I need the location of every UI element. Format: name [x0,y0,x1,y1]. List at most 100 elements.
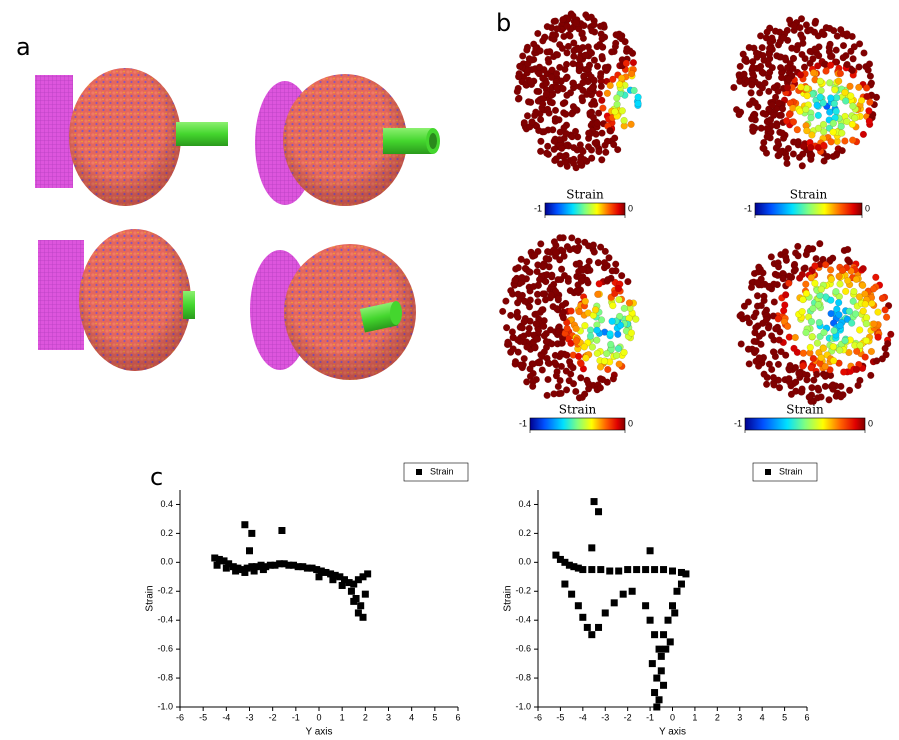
particle [566,32,574,40]
scatter-point [588,566,596,574]
scatter-point [666,638,674,646]
scatter-point [359,613,367,621]
particle [858,96,866,105]
particle [630,86,638,95]
x-tick-label: -4 [222,712,230,722]
particle [757,340,765,348]
particle [537,240,545,248]
y-tick-label: 0.0 [518,557,531,567]
particle [774,263,783,271]
scatter-point [655,696,663,704]
particle [529,382,537,390]
particle [542,79,550,87]
particle [559,100,567,108]
particle [744,345,752,353]
particle [560,124,568,132]
particle [582,354,590,362]
particle [581,297,589,305]
particle [603,350,611,358]
particle [544,375,552,384]
particle [779,105,787,113]
scatter-point [595,623,603,631]
scatter-point [561,580,569,588]
particle [744,298,752,306]
particle [507,311,515,319]
particle [739,50,747,58]
particle [762,110,770,118]
scatter-point [590,498,598,506]
particle [774,271,782,279]
particle [514,95,522,103]
particle [807,318,816,326]
particle [774,87,782,95]
particle [813,339,821,347]
particle [826,256,834,264]
scatter-point [568,590,576,598]
y-tick-label: -0.4 [515,615,531,625]
particle [624,278,632,286]
particle [865,60,874,68]
particle [848,66,856,74]
particle [580,343,588,351]
particle [852,310,860,318]
particle [855,63,863,71]
particle [523,258,531,266]
particle [844,277,852,285]
particle [575,259,584,267]
colorbar-tick-label: 0 [868,418,873,428]
particle [811,262,819,270]
particle [814,124,823,132]
particle [803,127,811,135]
particle [515,73,523,81]
particle [576,158,584,166]
particle [542,278,550,286]
scatter-point [347,587,355,595]
scatter-point [588,631,596,639]
particle [785,279,793,287]
particle [596,384,604,392]
particle [870,320,878,328]
colorbar [744,417,866,431]
particle [599,376,607,384]
scatter-point [338,581,346,589]
scatter-point [345,579,353,587]
particle [523,378,531,386]
particle [799,34,807,42]
particle [878,294,886,302]
y-tick-label: -0.8 [157,672,173,682]
particle [535,63,544,71]
particle [808,384,816,392]
colorbar-title: Strain [566,188,604,202]
particle [768,101,776,109]
particle [821,382,829,390]
particle [606,127,614,135]
particle [785,111,793,119]
particle [826,366,834,374]
particle [618,272,626,280]
scatter-point [646,616,654,624]
particle [749,63,757,71]
particle [842,287,850,295]
scatter-point [660,631,668,639]
particle [884,340,892,348]
particle [534,298,542,306]
particle [516,361,524,369]
particle [835,299,843,307]
scatter-point [303,564,311,572]
particle [530,282,538,291]
particle [588,100,596,108]
particle [800,63,809,71]
particle [584,380,593,388]
colorbar-tick-label: 0 [865,203,870,213]
particle [552,372,560,380]
x-tick-label: -5 [556,712,564,722]
x-tick-label: 6 [455,712,460,722]
particle [579,79,587,87]
particle [829,381,837,389]
particle [547,291,555,299]
particle [748,115,756,123]
colorbar-tick-label: -1 [734,418,742,428]
particle [595,90,603,98]
particle [835,77,843,85]
particle [747,283,756,291]
